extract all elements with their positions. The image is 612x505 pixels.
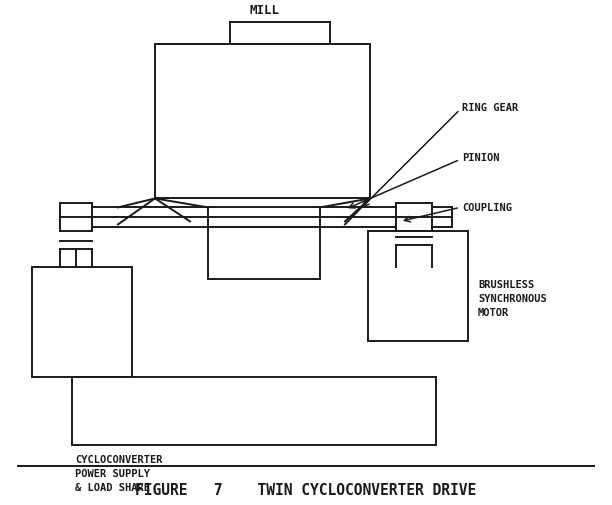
Text: COUPLING: COUPLING [462, 203, 512, 213]
Bar [396, 204, 432, 232]
Bar [230, 23, 330, 44]
Bar [32, 268, 132, 377]
Text: BRUSHLESS
SYNCHRONOUS
MOTOR: BRUSHLESS SYNCHRONOUS MOTOR [478, 280, 547, 318]
Text: FIGURE   7    TWIN CYCLOCONVERTER DRIVE: FIGURE 7 TWIN CYCLOCONVERTER DRIVE [135, 482, 477, 496]
Text: CYCLOCONVERTER
POWER SUPPLY
& LOAD SHARE: CYCLOCONVERTER POWER SUPPLY & LOAD SHARE [75, 454, 163, 492]
Bar [155, 44, 370, 199]
Bar [368, 232, 468, 341]
Text: MILL: MILL [250, 4, 280, 17]
Text: PINION: PINION [462, 153, 499, 163]
Bar [208, 228, 320, 280]
Bar [72, 377, 436, 445]
Text: RING GEAR: RING GEAR [462, 103, 518, 112]
Bar [60, 208, 452, 228]
Bar [60, 204, 92, 232]
